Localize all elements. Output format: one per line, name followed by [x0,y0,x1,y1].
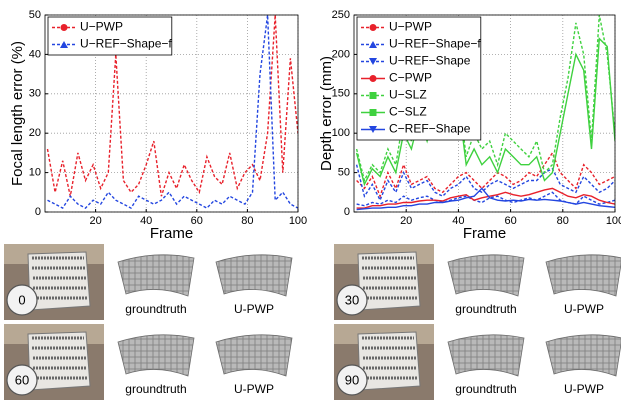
x-tick-label: 40 [452,215,464,227]
legend-label: U−SLZ [389,88,427,102]
legend-label: C−PWP [389,71,432,85]
y-tick-label: 50 [29,9,41,21]
surface [215,334,293,377]
y-tick-label: 20 [29,127,41,139]
data-line [356,187,615,209]
frame-badge [6,364,38,396]
x-tick-label: 60 [191,215,203,227]
legend-marker [369,109,377,116]
surface [447,254,525,297]
legend-label: C−REF−Shape [389,122,471,136]
x-tick-label: 80 [557,215,569,227]
surface [447,334,525,377]
y-tick-label: 250 [332,9,350,21]
y-tick-label: 0 [35,206,41,218]
surface [545,334,621,377]
legend-marker [369,126,377,133]
frame-badge [336,284,368,316]
photo-text [32,336,87,380]
method-label: U-PWP [564,302,604,316]
data-line [356,191,615,207]
frame-badge [6,284,38,316]
x-axis-label: Frame [463,225,506,242]
y-tick-label: 200 [332,48,350,60]
legend-box [47,16,173,56]
y-tick-label: 150 [332,88,350,100]
frame-number: 60 [15,372,29,387]
plot-frame [353,14,616,213]
surface [117,254,195,297]
x-tick-label: 100 [289,215,307,227]
legend-label: U−PWP [389,20,432,34]
photo-text [362,256,417,300]
y-tick-label: 100 [332,127,350,139]
legend-marker [369,41,377,48]
legend-marker [60,24,68,31]
data-line [356,187,615,211]
series-group [46,15,298,210]
surface [545,254,621,297]
photo-text [362,336,417,380]
surface [117,334,195,377]
data-line [356,151,615,199]
data-line [47,15,298,210]
legend-marker [369,75,377,82]
data-line [355,37,615,187]
x-axis-label: Frame [150,225,193,242]
x-tick-label: 60 [504,215,516,227]
method-label: U-PWP [564,382,604,396]
y-axis-label: Focal length error (%) [9,41,26,186]
y-tick-label: 10 [29,167,41,179]
y-tick-label: 50 [338,167,350,179]
frame-number: 30 [345,292,359,307]
method-label: groundtruth [455,382,516,396]
y-tick-label: 40 [29,48,41,60]
photo-text [32,256,87,300]
method-label: U-PWP [234,382,274,396]
legend-marker [369,24,377,31]
method-label: groundtruth [125,302,186,316]
frame-badge [336,364,368,396]
legend-marker [369,92,377,99]
plot-frame [44,14,299,213]
data-line [355,15,615,183]
method-label: groundtruth [125,382,186,396]
legend-label: U−PWP [80,20,123,34]
y-tick-label: 30 [29,88,41,100]
frame-number: 0 [18,292,25,307]
legend-marker [60,41,68,48]
y-tick-label: 0 [344,206,350,218]
x-tick-label: 100 [606,215,621,227]
x-tick-label: 20 [400,215,412,227]
surface [215,254,293,297]
legend-label: U−REF−Shape−f [80,37,172,51]
x-tick-label: 20 [89,215,101,227]
data-line [355,164,615,202]
frame-number: 90 [345,372,359,387]
x-tick-label: 40 [140,215,152,227]
legend-label: C−SLZ [389,105,427,119]
legend-label: U−REF−Shape−f [389,37,481,51]
x-tick-label: 80 [241,215,253,227]
method-label: groundtruth [455,302,516,316]
series-group [355,15,615,211]
legend-marker [369,58,377,65]
legend-label: U−REF−Shape [389,54,471,68]
method-label: U-PWP [234,302,274,316]
y-axis-label: Depth error (mm) [318,56,335,171]
